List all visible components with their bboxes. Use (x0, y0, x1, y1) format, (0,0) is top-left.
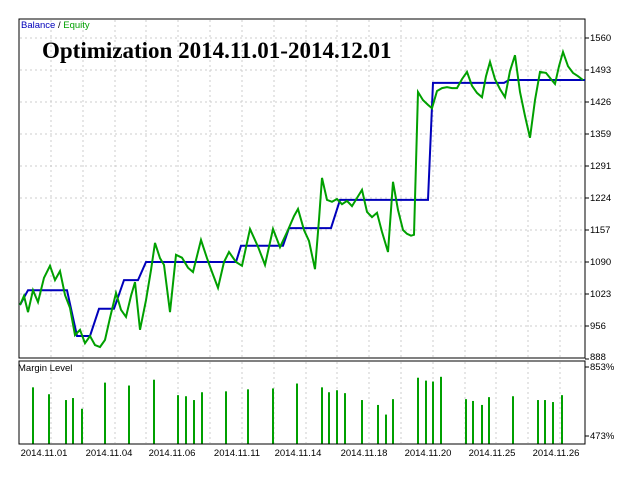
price-axis-label: 1426 (590, 97, 612, 108)
margin-level-label: Margin Level (18, 363, 73, 374)
balance-line (19, 79, 585, 337)
chart-title: Optimization 2014.11.01-2014.12.01 (42, 38, 392, 63)
legend-equity-label: Equity (63, 20, 90, 31)
price-axis-label: 1224 (590, 193, 612, 204)
price-axis-label: 956 (590, 321, 606, 332)
legend-separator: / (55, 20, 64, 31)
equity-line (19, 48, 584, 349)
main-chart-border (18, 18, 586, 359)
price-axis-label: 1157 (590, 225, 611, 236)
price-axis-label: 888 (590, 352, 606, 363)
date-axis-label: 2014.11.20 (404, 448, 452, 459)
date-axis-label: 2014.11.04 (85, 448, 133, 459)
price-axis-label: 1291 (590, 161, 612, 172)
margin-axis-label: 853% (590, 362, 615, 373)
margin-axis-label: 473% (590, 431, 615, 442)
date-axis-label: 2014.11.18 (340, 448, 388, 459)
price-axis-label: 1023 (590, 289, 612, 300)
legend: Balance / Equity (21, 20, 90, 31)
price-axis-label: 1493 (590, 65, 612, 76)
price-axis-label: 1560 (590, 33, 612, 44)
price-axis-label: 1090 (590, 257, 612, 268)
date-axis-label: 2014.11.26 (532, 448, 580, 459)
date-axis-label: 2014.11.01 (20, 448, 68, 459)
price-axis-label: 1359 (590, 129, 612, 140)
date-axis-label: 2014.11.11 (213, 448, 261, 459)
date-axis-label: 2014.11.14 (274, 448, 322, 459)
date-axis-label: 2014.11.25 (468, 448, 516, 459)
date-axis-label: 2014.11.06 (148, 448, 196, 459)
legend-balance-label: Balance (21, 20, 56, 31)
margin-chart-border (18, 360, 586, 445)
